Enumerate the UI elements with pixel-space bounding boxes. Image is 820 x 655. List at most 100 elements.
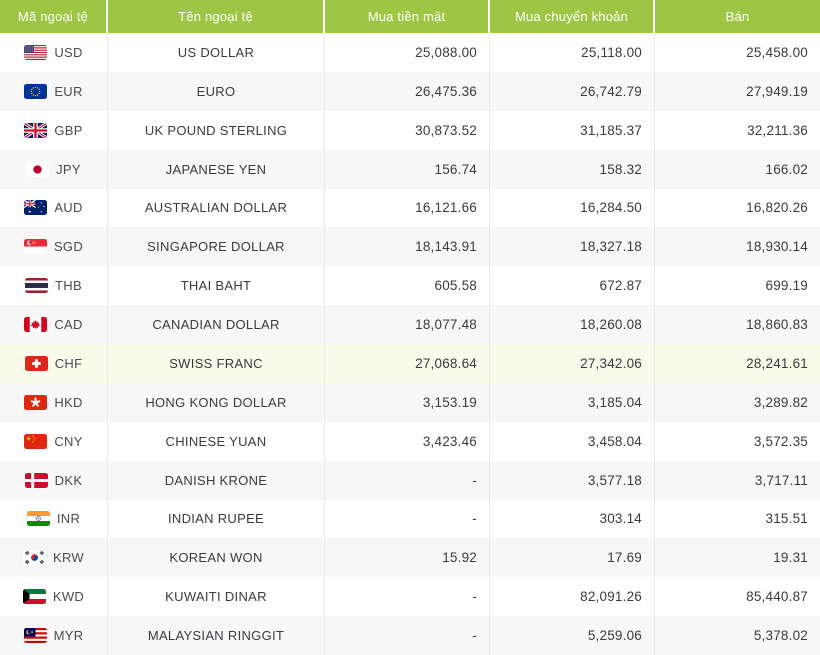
- currency-code: AUD: [54, 200, 83, 216]
- currency-code: CHF: [54, 355, 83, 371]
- transfer-buy-value: 5,259.06: [490, 616, 655, 655]
- cash-buy-value: 26,475.36: [325, 71, 490, 111]
- switzerland-flag-icon: [24, 355, 48, 371]
- table-row-gbp[interactable]: GBP UK POUND STERLING 30,873.52 31,185.37 32…: [0, 110, 820, 150]
- kuwait-flag-icon: [22, 589, 46, 605]
- table-row-chf[interactable]: CHF SWISS FRANC 27,068.64 27,342.06 28,241.6…: [0, 344, 820, 383]
- sell-value: 3,717.11: [754, 472, 808, 488]
- currency-code-cell: JPY: [0, 149, 108, 189]
- currency-name: DANISH KRONE: [108, 460, 325, 500]
- currency-code-cell: DKK: [0, 460, 108, 500]
- table-row-eur[interactable]: EUR EURO 26,475.36 26,742.79 27,949.19: [0, 71, 820, 111]
- currency-code-cell: AUD: [0, 188, 108, 228]
- currency-name: SWISS FRANC: [108, 344, 325, 383]
- currency-name: THAI BAHT: [108, 266, 325, 306]
- currency-code-cell: INR: [0, 499, 108, 539]
- currency-name: CHINESE YUAN: [108, 421, 325, 461]
- cash-buy-value: 18,143.91: [325, 227, 490, 267]
- currency-code-cell: SGD: [0, 227, 108, 267]
- table-row-thb[interactable]: THB THAI BAHT 605.58 672.87 699.19: [0, 266, 820, 306]
- sell-value: 27,949.19: [746, 83, 808, 99]
- malaysia-flag-icon: [23, 628, 47, 644]
- eu-flag-icon: [24, 83, 48, 99]
- currency-code: KWD: [52, 589, 85, 605]
- transfer-buy-value: 17.69: [490, 538, 655, 578]
- canada-flag-icon: [24, 317, 48, 333]
- table-row-sgd[interactable]: SGD SINGAPORE DOLLAR 18,143.91 18,327.18 18,…: [0, 227, 820, 267]
- cash-buy-value: -: [325, 499, 490, 539]
- table-row-krw[interactable]: KRW KOREAN WON 15.92 17.69 19.31: [0, 538, 820, 578]
- column-header-label: Mua chuyển khoản: [514, 9, 629, 24]
- currency-code: HKD: [54, 394, 83, 410]
- sell-value: 16,820.26: [746, 200, 808, 216]
- sell-value: 32,211.36: [747, 122, 808, 138]
- column-header-label: Tên ngoại tệ: [178, 9, 253, 24]
- table-row-hkd[interactable]: HKD HONG KONG DOLLAR 3,153.19 3,185.04 3,289…: [0, 382, 820, 422]
- currency-name: KOREAN WON: [108, 538, 325, 578]
- transfer-buy-value: 18,260.08: [490, 305, 655, 344]
- column-header-sell: Bán: [655, 0, 820, 33]
- cash-buy-value: 605.58: [325, 266, 490, 306]
- transfer-buy-value: 18,327.18: [490, 227, 655, 267]
- currency-code-cell: CAD: [0, 305, 108, 344]
- cash-buy-value: -: [325, 616, 490, 655]
- sell-value: 28,241.61: [746, 355, 808, 371]
- sell-value: 85,440.87: [746, 589, 808, 605]
- sell-value: 699.19: [765, 278, 808, 294]
- currency-code-cell: EUR: [0, 71, 108, 111]
- denmark-flag-icon: [24, 472, 48, 488]
- currency-code-cell: KWD: [0, 577, 108, 617]
- table-row-inr[interactable]: INR INDIAN RUPEE -303.14 315.51: [0, 499, 820, 539]
- currency-name: JAPANESE YEN: [108, 149, 325, 189]
- column-header-label: Mua tiền mặt: [367, 9, 446, 24]
- currency-code-cell: USD: [0, 33, 108, 72]
- currency-code: CAD: [54, 317, 83, 333]
- cash-buy-value: 30,873.52: [325, 110, 490, 150]
- currency-code-cell: MYR: [0, 616, 108, 655]
- currency-code: GBP: [54, 122, 83, 138]
- currency-name: MALAYSIAN RINGGIT: [108, 616, 325, 655]
- sell-value: 18,860.83: [746, 317, 808, 333]
- currency-name: INDIAN RUPEE: [108, 499, 325, 539]
- currency-name: AUSTRALIAN DOLLAR: [108, 188, 325, 228]
- uk-flag-icon: [24, 122, 48, 138]
- transfer-buy-value: 3,577.18: [490, 460, 655, 500]
- column-header-transfer-buy: Mua chuyển khoản: [490, 0, 655, 33]
- sell-value: 25,458.00: [746, 44, 808, 60]
- transfer-buy-value: 26,742.79: [490, 71, 655, 111]
- currency-code: MYR: [53, 628, 84, 644]
- transfer-buy-value: 16,284.50: [490, 188, 655, 228]
- korea-flag-icon: [23, 550, 46, 566]
- currency-name: EURO: [108, 71, 325, 111]
- cash-buy-value: 3,153.19: [325, 382, 490, 422]
- table-row-usd[interactable]: USD US DOLLAR 25,088.00 25,118.00 25,458.00: [0, 33, 820, 72]
- currency-name: UK POUND STERLING: [108, 110, 325, 150]
- currency-code: EUR: [54, 83, 83, 99]
- currency-name: HONG KONG DOLLAR: [108, 382, 325, 422]
- transfer-buy-value: 25,118.00: [490, 33, 655, 72]
- currency-name: US DOLLAR: [108, 33, 325, 72]
- table-row-cad[interactable]: CAD CANADIAN DOLLAR 18,077.48 18,260.08 18,8…: [0, 305, 820, 344]
- table-row-cny[interactable]: CNY CHINESE YUAN 3,423.46 3,458.04 3,572.35: [0, 421, 820, 461]
- table-row-kwd[interactable]: KWD KUWAITI DINAR -82,091.26 85,440.87: [0, 577, 820, 617]
- currency-code-cell: GBP: [0, 110, 108, 150]
- cash-buy-value: 3,423.46: [325, 421, 490, 461]
- currency-name: KUWAITI DINAR: [108, 577, 325, 617]
- currency-code: USD: [54, 44, 83, 60]
- currency-code-cell: KRW: [0, 538, 108, 578]
- currency-code-cell: CHF: [0, 344, 108, 383]
- table-row-dkk[interactable]: DKK DANISH KRONE -3,577.18 3,717.11: [0, 460, 820, 500]
- cash-buy-value: 18,077.48: [325, 305, 490, 344]
- japan-flag-icon: [26, 161, 50, 177]
- sell-value: 315.51: [765, 511, 808, 527]
- column-header-label: Mã ngoại tệ: [17, 9, 89, 24]
- table-row-aud[interactable]: AUD AUSTRALIAN DOLLAR 16,121.66 16,284.50 16…: [0, 188, 820, 228]
- transfer-buy-value: 303.14: [490, 499, 655, 539]
- singapore-flag-icon: [23, 239, 47, 255]
- table-row-myr[interactable]: MYR MALAYSIAN RINGGIT -5,259.06 5,378.02: [0, 616, 820, 655]
- currency-code: INR: [56, 511, 81, 527]
- india-flag-icon: [26, 511, 50, 527]
- table-header-row: Mã ngoại tệ Tên ngoại tệ Mua tiền mặt Mu…: [0, 0, 820, 33]
- transfer-buy-value: 3,185.04: [490, 382, 655, 422]
- table-row-jpy[interactable]: JPY JAPANESE YEN 156.74 158.32 166.02: [0, 149, 820, 189]
